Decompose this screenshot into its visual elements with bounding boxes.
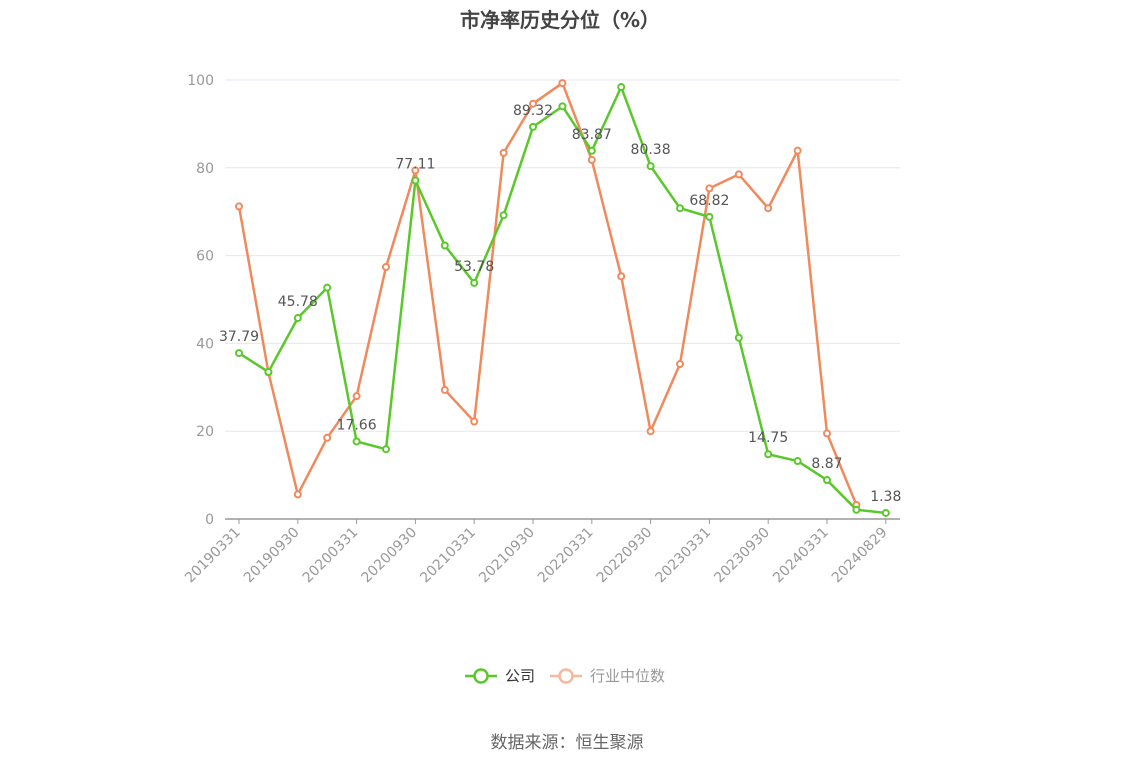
company-point: [764, 450, 773, 459]
data-label: 53.78: [454, 259, 494, 275]
x-tick-label: 20220930: [594, 525, 656, 587]
company-point: [499, 211, 508, 220]
data-label: 45.78: [278, 294, 318, 310]
company-point: [852, 505, 861, 514]
x-tick-label: 20230331: [653, 525, 715, 587]
industry-point: [676, 360, 684, 369]
industry-point: [470, 417, 479, 426]
company-point: [529, 122, 537, 131]
y-tick-label: 80: [196, 161, 214, 177]
company-point: [587, 146, 596, 155]
x-tick-label: 20220331: [535, 525, 597, 587]
legend: 公司 行业中位数: [465, 667, 665, 685]
axes: 0 20 40 60 80 100 2019033120190930202003312020…: [182, 73, 900, 586]
source-note: 数据来源：恒生聚源: [490, 733, 644, 753]
industry-point: [293, 490, 302, 499]
industry-point: [235, 202, 243, 211]
company-point: [676, 204, 684, 213]
x-tick-label: 20200930: [359, 525, 421, 587]
x-tick-label: 20210930: [476, 525, 538, 587]
company-point: [734, 333, 743, 342]
legend-label: 公司: [505, 667, 535, 685]
y-tick-label: 20: [196, 424, 214, 440]
data-label: 77.11: [395, 156, 435, 172]
x-tick-label: 20230930: [711, 525, 773, 587]
industry-point: [823, 429, 831, 438]
grid-lines: [225, 79, 900, 432]
y-tick-label: 100: [187, 73, 214, 89]
industry-point: [352, 392, 361, 401]
data-label: 68.82: [689, 193, 729, 209]
company-point: [411, 176, 420, 185]
legend-marker: [558, 668, 574, 684]
company-point: [646, 162, 655, 171]
y-tick-label: 60: [196, 249, 214, 265]
company-point: [617, 83, 626, 92]
x-tick-label: 20210331: [417, 525, 479, 587]
y-tick-label: 40: [196, 336, 214, 352]
series: [235, 79, 890, 517]
company-point: [264, 367, 273, 376]
x-tick-label: 20240331: [770, 525, 832, 587]
x-tick-label: 20190930: [241, 525, 303, 587]
industry-point: [793, 146, 802, 155]
legend-label: 行业中位数: [590, 667, 665, 685]
industry-point: [382, 263, 390, 272]
industry-point: [587, 155, 596, 164]
company-point: [705, 212, 714, 221]
industry-point: [323, 433, 332, 442]
industry-point: [411, 166, 420, 175]
company-point: [558, 102, 567, 111]
company-point: [793, 457, 802, 466]
data-label: 1.38: [870, 489, 901, 505]
company-point: [352, 437, 361, 446]
chart-title: 市净率历史分位（%）: [459, 8, 661, 32]
company-point: [293, 314, 302, 323]
industry-point: [734, 170, 743, 179]
industry-point: [764, 204, 773, 213]
data-label: 14.75: [748, 430, 788, 446]
x-tick-label: 20240829: [829, 525, 891, 587]
industry-point: [529, 99, 537, 108]
company-point: [881, 508, 890, 517]
series-line-company: [238, 85, 886, 515]
company-point: [440, 241, 449, 250]
legend-item-company[interactable]: 公司: [465, 667, 535, 685]
x-tick-label: 20200331: [300, 525, 362, 587]
industry-point: [558, 79, 567, 88]
data-label: 8.87: [811, 456, 842, 472]
data-label: 37.79: [219, 329, 259, 345]
company-point: [235, 349, 243, 358]
data-label: 83.87: [572, 127, 612, 143]
industry-point: [499, 148, 508, 157]
data-label: 17.66: [337, 417, 377, 433]
legend-marker: [473, 668, 489, 684]
data-label: 80.38: [631, 142, 671, 158]
industry-point: [646, 427, 655, 436]
company-point: [823, 476, 831, 485]
x-tick-label: 20190331: [182, 525, 244, 587]
industry-point: [617, 272, 626, 281]
series-line-industry: [237, 81, 858, 506]
company-point: [323, 283, 332, 292]
y-tick-label: 0: [205, 512, 214, 528]
industry-point: [440, 385, 449, 394]
data-labels: 37.79 45.78 17.66 77.11 53.78 89.32 83.87 80.38…: [219, 103, 901, 505]
company-point: [382, 445, 390, 454]
industry-point: [705, 184, 714, 193]
data-label: 89.32: [513, 103, 553, 119]
legend-item-industry[interactable]: 行业中位数: [550, 667, 665, 685]
company-point: [470, 278, 479, 287]
